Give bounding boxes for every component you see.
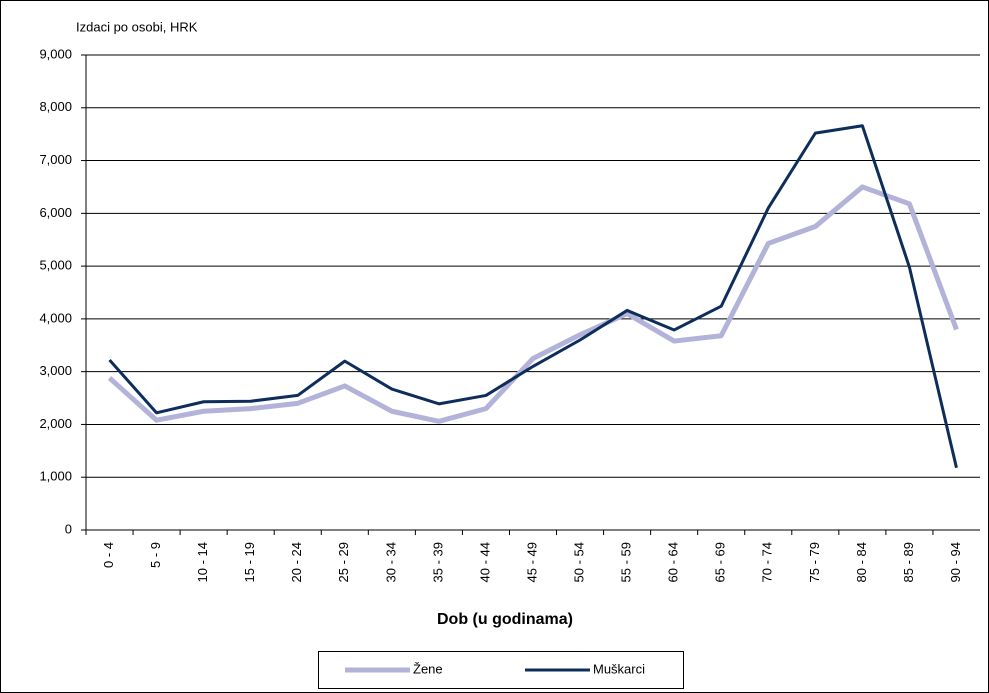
y-tick-label: 6,000 xyxy=(39,205,72,220)
x-tick-label: 0 - 4 xyxy=(101,542,116,568)
x-tick-label: 90 - 94 xyxy=(948,542,963,582)
y-tick-label: 2,000 xyxy=(39,416,72,431)
x-tick-label: 85 - 89 xyxy=(901,542,916,582)
line-series xyxy=(107,184,959,424)
x-tick-label: 5 - 9 xyxy=(148,542,163,568)
y-tick-label: 1,000 xyxy=(39,469,72,484)
x-tick-label: 80 - 84 xyxy=(854,542,869,582)
y-tick-label: 3,000 xyxy=(39,363,72,378)
x-tick-label: 60 - 64 xyxy=(666,542,681,582)
line-series xyxy=(108,124,958,469)
y-tick-label: 5,000 xyxy=(39,258,72,273)
x-tick-label: 20 - 24 xyxy=(289,542,304,582)
y-tick-label: 8,000 xyxy=(39,99,72,114)
x-tick-label: 65 - 69 xyxy=(713,542,728,582)
legend-label: Žene xyxy=(413,661,443,676)
x-axis-title: Dob (u godinama) xyxy=(437,611,573,628)
x-tick-label: 45 - 49 xyxy=(524,542,539,582)
y-tick-label: 7,000 xyxy=(39,152,72,167)
y-tick-label: 4,000 xyxy=(39,310,72,325)
x-tick-label: 10 - 14 xyxy=(195,542,210,582)
y-axis-title: Izdaci po osobi, HRK xyxy=(76,19,198,34)
x-tick-label: 75 - 79 xyxy=(807,542,822,582)
x-tick-label: 55 - 59 xyxy=(619,542,634,582)
y-tick-label: 9,000 xyxy=(39,46,72,61)
x-tick-label: 30 - 34 xyxy=(383,542,398,582)
x-tick-label: 35 - 39 xyxy=(430,542,445,582)
x-tick-label: 50 - 54 xyxy=(571,542,586,582)
x-tick-label: 15 - 19 xyxy=(242,542,257,582)
y-tick-label: 0 xyxy=(65,521,72,536)
x-tick-label: 70 - 74 xyxy=(760,542,775,582)
x-tick-label: 25 - 29 xyxy=(336,542,351,582)
legend-label: Muškarci xyxy=(593,661,645,676)
x-tick-label: 40 - 44 xyxy=(477,542,492,582)
